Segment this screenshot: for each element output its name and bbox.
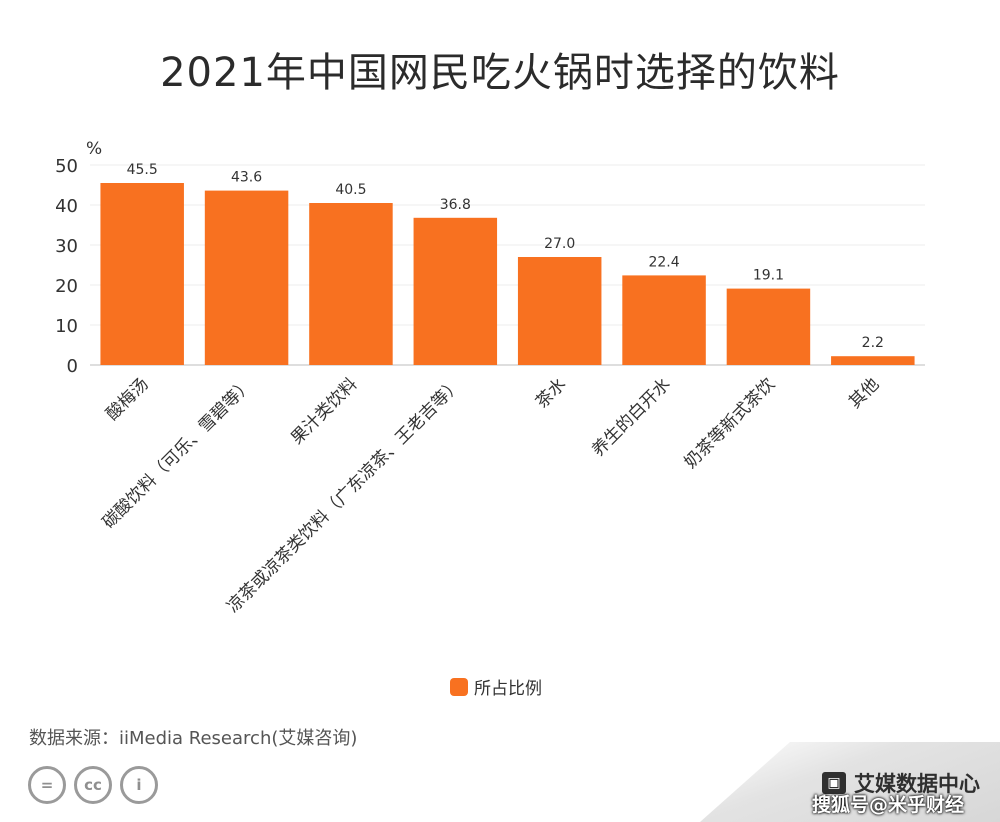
cc-by-icon: i: [120, 766, 158, 804]
cc-icon: cc: [74, 766, 112, 804]
chart-title: 2021年中国网民吃火锅时选择的饮料: [160, 50, 840, 96]
bar: [622, 275, 706, 365]
y-tick-label: 50: [55, 156, 78, 177]
y-tick-label: 30: [55, 236, 78, 257]
data-source: 数据来源：iiMedia Research(艾媒咨询): [29, 728, 358, 749]
x-tick-label: 其他: [845, 374, 883, 412]
brand-mark: ▣ 艾媒数据中心: [822, 768, 980, 798]
value-label: 45.5: [127, 162, 158, 178]
value-label: 27.0: [544, 236, 575, 252]
value-label: 36.8: [440, 197, 471, 213]
bar-chart: 0 10 20 30 40 50 % 45.5 43.6 40.5 36.8 27.0 22.4 19…: [55, 139, 925, 617]
x-tick-label: 养生的白开水: [588, 374, 674, 460]
license-icons: = cc i: [28, 766, 158, 804]
legend: 所占比例: [450, 674, 542, 699]
value-label: 2.2: [862, 335, 884, 351]
y-tick-label: 40: [55, 196, 78, 217]
y-tick-label: 0: [67, 356, 78, 377]
y-axis-ticks: 0 10 20 30 40 50: [55, 156, 78, 377]
x-tick-label: 酸梅汤: [103, 374, 153, 424]
bar: [309, 203, 393, 365]
y-axis-label: %: [86, 139, 102, 159]
bar: [726, 288, 811, 365]
bar: [204, 190, 289, 365]
bar: [413, 217, 498, 365]
y-tick-label: 20: [55, 276, 78, 297]
x-tick-label: 奶茶等新式茶饮: [681, 374, 779, 472]
watermark: 搜狐号@米乎财经: [812, 794, 965, 816]
legend-swatch: [450, 677, 468, 696]
cc-nd-icon: =: [28, 766, 66, 804]
value-label: 22.4: [648, 254, 679, 270]
bar: [831, 356, 915, 365]
brand-name: 艾媒数据中心: [854, 772, 980, 796]
bar: [100, 183, 184, 365]
value-label: 40.5: [335, 182, 366, 198]
legend-label: 所占比例: [474, 679, 542, 699]
x-tick-label: 果汁类饮料: [287, 374, 361, 448]
y-tick-label: 10: [55, 316, 78, 337]
bars: [100, 183, 915, 365]
brand-logo-icon: ▣: [822, 772, 846, 794]
value-labels: 45.5 43.6 40.5 36.8 27.0 22.4 19.1 2.2: [127, 162, 884, 351]
x-tick-label: 凉茶或凉茶类饮料（广东凉茶、王老吉等）: [223, 374, 466, 617]
value-label: 43.6: [231, 170, 262, 186]
x-tick-label: 茶水: [532, 374, 570, 412]
bar: [517, 257, 602, 365]
value-label: 19.1: [753, 268, 784, 284]
